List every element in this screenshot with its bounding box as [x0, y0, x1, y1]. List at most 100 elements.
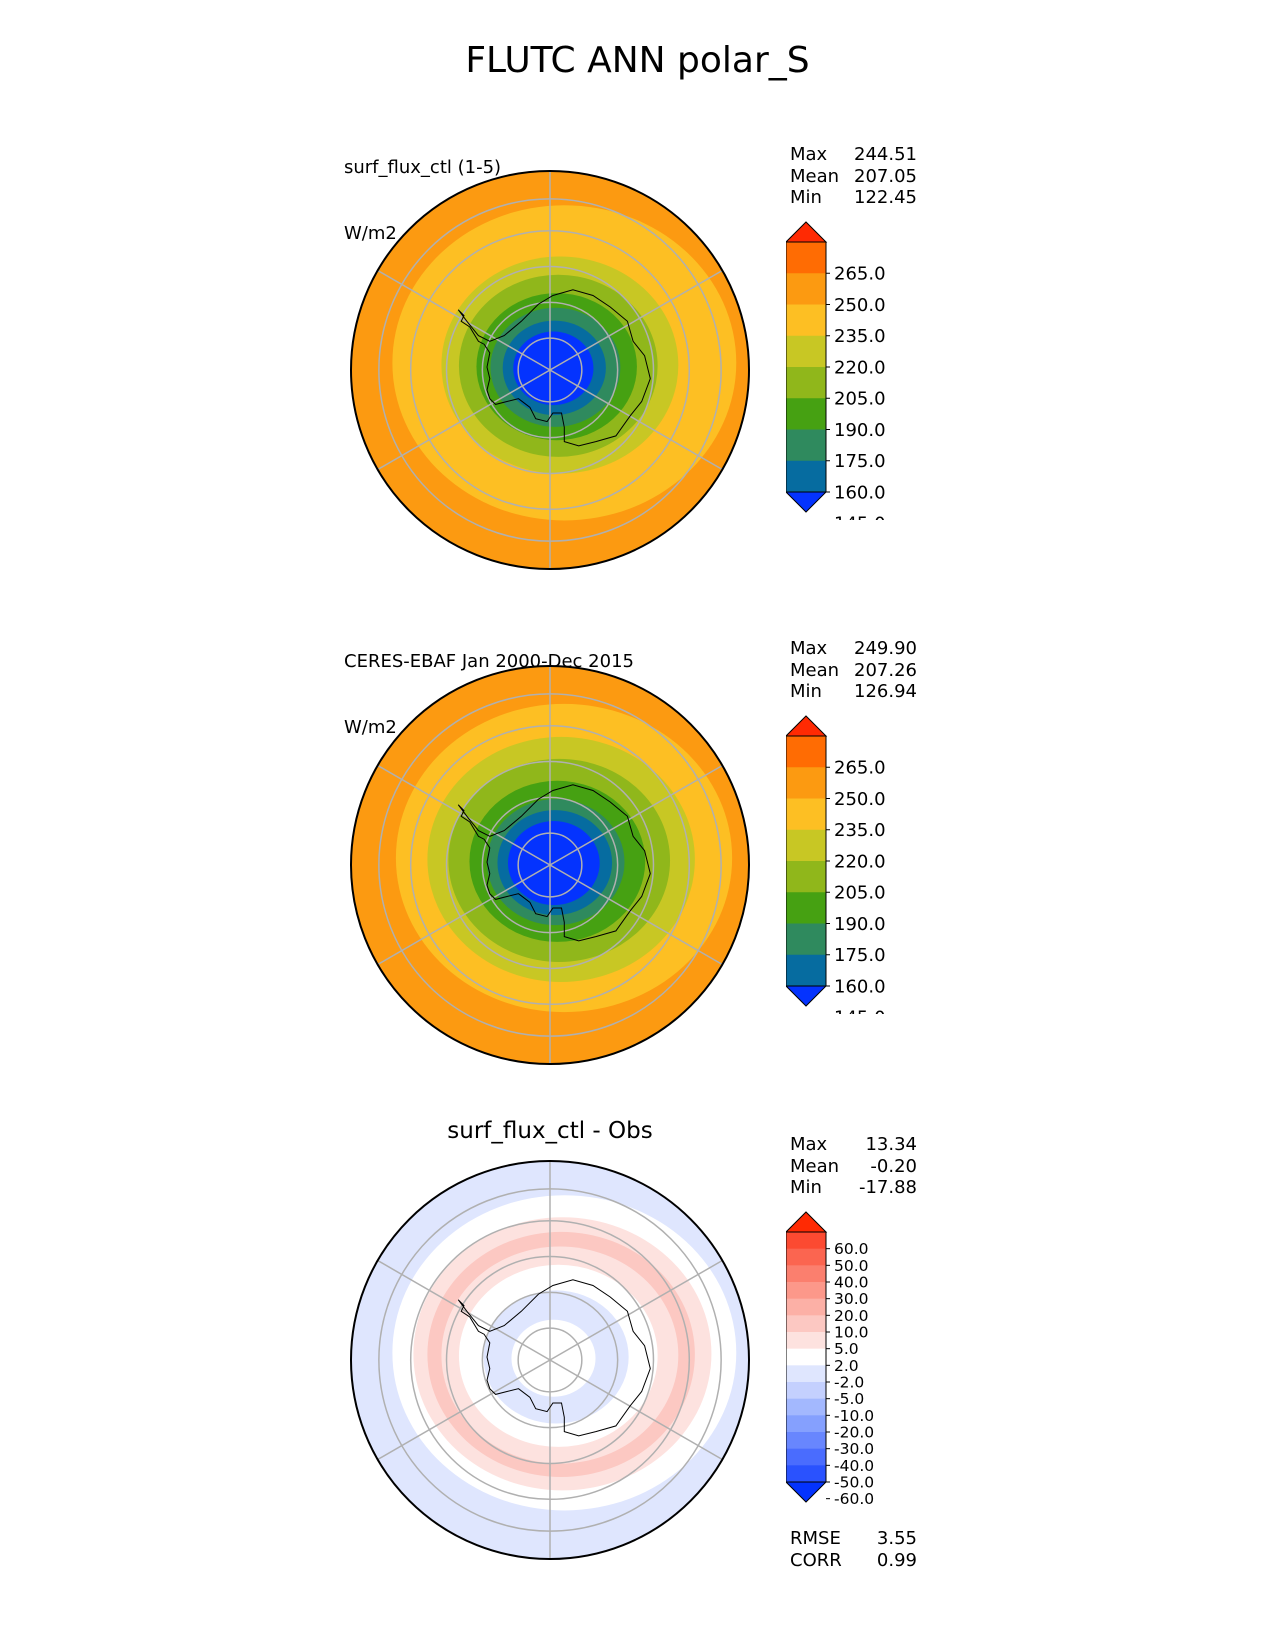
colorbar-tick-label: 220.0	[834, 851, 886, 872]
panel-3-colorbar: 60.050.040.030.020.010.05.02.0-2.0-5.0-1…	[786, 1211, 874, 1508]
colorbar-tick-label: 235.0	[834, 820, 886, 841]
meridian-gridline	[377, 864, 551, 966]
colorbar-tick-label: 250.0	[834, 295, 886, 316]
map-boundary	[350, 665, 750, 1065]
panel-3-skill-stat-label: CORR	[790, 1549, 842, 1571]
panel-3-stat-value: -17.88	[858, 1177, 917, 1198]
colorbar-segment	[786, 335, 826, 368]
panel-3-skill-stat-row: CORR 0.99	[790, 1550, 917, 1572]
colorbar-segment	[786, 1265, 826, 1283]
meridian-gridline	[377, 369, 551, 471]
panel-2-title: CERES-EBAF Jan 2000-Dec 2015 W/m2	[344, 607, 634, 761]
panel-2-stat-value: 126.94	[854, 681, 917, 702]
panel-3-stat-label: Min	[790, 1177, 822, 1198]
map-boundary	[350, 170, 750, 570]
colorbar-tick-label: -20.0	[834, 1423, 874, 1441]
colorbar-extend-min	[786, 491, 828, 513]
panel-3-skill-stat-value: 0.99	[876, 1549, 917, 1571]
colorbar-tick-label: 160.0	[834, 482, 886, 503]
panel-1-units: W/m2	[344, 223, 397, 244]
colorbar-segment	[786, 767, 826, 799]
colorbar-tick-label: -40.0	[834, 1457, 874, 1475]
colorbar-segment	[786, 1382, 826, 1400]
colorbar-tick-label: 145.0	[834, 514, 886, 520]
colorbar-segment	[786, 736, 826, 768]
colorbar-extend-min	[786, 1481, 828, 1503]
panel-3-title: surf_flux_ctl - Obs	[447, 1118, 653, 1144]
colorbar-extend-max	[786, 715, 828, 737]
meridian-gridline	[549, 269, 723, 371]
map-boundary	[350, 1160, 750, 1560]
panel-2-stat-label: Mean	[790, 659, 840, 681]
colorbar-segment	[786, 1348, 826, 1366]
panel-2-stat-row: Max 249.90	[790, 638, 917, 660]
panel-1-stat-value: 207.05	[854, 165, 917, 187]
colorbar-tick-label: 265.0	[834, 264, 886, 285]
panel-2-polar-map	[350, 665, 750, 1065]
panel-1-stats: Max 244.51 Mean 207.05 Min 122.45	[790, 144, 917, 209]
colorbar-segment	[786, 1232, 826, 1250]
panel-3-skill-stat-value: 3.55	[876, 1528, 917, 1549]
panel-3-stat-row: Min -17.88	[790, 1177, 917, 1199]
colorbar-tick-label: -10.0	[834, 1407, 874, 1425]
panel-2-stat-label: Max	[790, 638, 828, 659]
colorbar-segment	[786, 242, 826, 274]
colorbar-segment	[786, 1332, 826, 1350]
figure-title: FLUTC ANN polar_S	[465, 40, 810, 81]
colorbar-tick-label: 235.0	[834, 326, 886, 347]
panel-3-stats: Max 13.34 Mean -0.20 Min -17.88	[790, 1134, 917, 1199]
panel-3-stat-label: Max	[790, 1134, 828, 1155]
colorbar-tick-label: 205.0	[834, 389, 886, 410]
panel-1-title: surf_flux_ctl (1-5) W/m2	[344, 113, 501, 267]
panel-3-stat-value: -0.20	[870, 1155, 917, 1177]
colorbar-tick-label: 20.0	[834, 1307, 869, 1325]
panel-3-skill-stat-label: RMSE	[790, 1528, 841, 1549]
panel-1-stat-label: Min	[790, 187, 822, 208]
colorbar-segment	[786, 1248, 826, 1266]
colorbar-tick-label: 250.0	[834, 789, 886, 810]
meridian-gridline	[549, 1259, 723, 1361]
colorbar-segment	[786, 460, 826, 493]
colorbar-segment	[786, 398, 826, 430]
antarctica-coastline	[457, 784, 651, 942]
panel-3-stat-row: Max 13.34	[790, 1134, 917, 1156]
meridian-gridline	[377, 1359, 551, 1461]
meridian-gridline	[549, 764, 723, 866]
colorbar-tick-label: 175.0	[834, 945, 886, 966]
colorbar-tick-label: 60.0	[834, 1240, 869, 1258]
colorbar-segment	[786, 1398, 826, 1416]
colorbar-tick-label: 50.0	[834, 1257, 869, 1275]
panel-1-stat-row: Max 244.51	[790, 144, 917, 166]
colorbar-segment	[786, 892, 826, 924]
colorbar-tick-label: 30.0	[834, 1290, 869, 1308]
colorbar-segment	[786, 923, 826, 956]
meridian-gridline	[377, 1259, 551, 1361]
colorbar-tick-label: 2.0	[834, 1357, 859, 1375]
panel-2-stat-row: Min 126.94	[790, 681, 917, 703]
colorbar-segment	[786, 367, 826, 399]
panel-1-stat-value: 122.45	[854, 187, 917, 208]
colorbar-tick-label: 160.0	[834, 976, 886, 997]
colorbar-tick-label: -2.0	[834, 1373, 864, 1391]
colorbar-segment	[786, 954, 826, 987]
colorbar-tick-label: 10.0	[834, 1323, 869, 1341]
panel-2-stat-value: 249.90	[854, 638, 917, 659]
colorbar-extend-max	[786, 1211, 828, 1233]
colorbar-tick-label: 190.0	[834, 914, 886, 935]
colorbar-segment	[786, 829, 826, 862]
colorbar-tick-label: 145.0	[834, 1008, 886, 1014]
colorbar-segment	[786, 429, 826, 462]
colorbar-frame	[786, 1231, 827, 1483]
panel-1-stat-value: 244.51	[854, 144, 917, 165]
colorbar-segment	[786, 861, 826, 893]
panel-1-polar-map	[350, 170, 750, 570]
panel-3-stat-value: 13.34	[865, 1134, 917, 1155]
antarctica-coastline	[457, 1279, 651, 1437]
meridian-gridline	[549, 1359, 723, 1461]
colorbar-tick-label: -30.0	[834, 1440, 874, 1458]
meridian-gridline	[549, 369, 723, 471]
colorbar-extend-min	[786, 985, 828, 1007]
colorbar-tick-label: -50.0	[834, 1473, 874, 1491]
colorbar-tick-label: 175.0	[834, 451, 886, 472]
colorbar-tick-label: 190.0	[834, 420, 886, 441]
